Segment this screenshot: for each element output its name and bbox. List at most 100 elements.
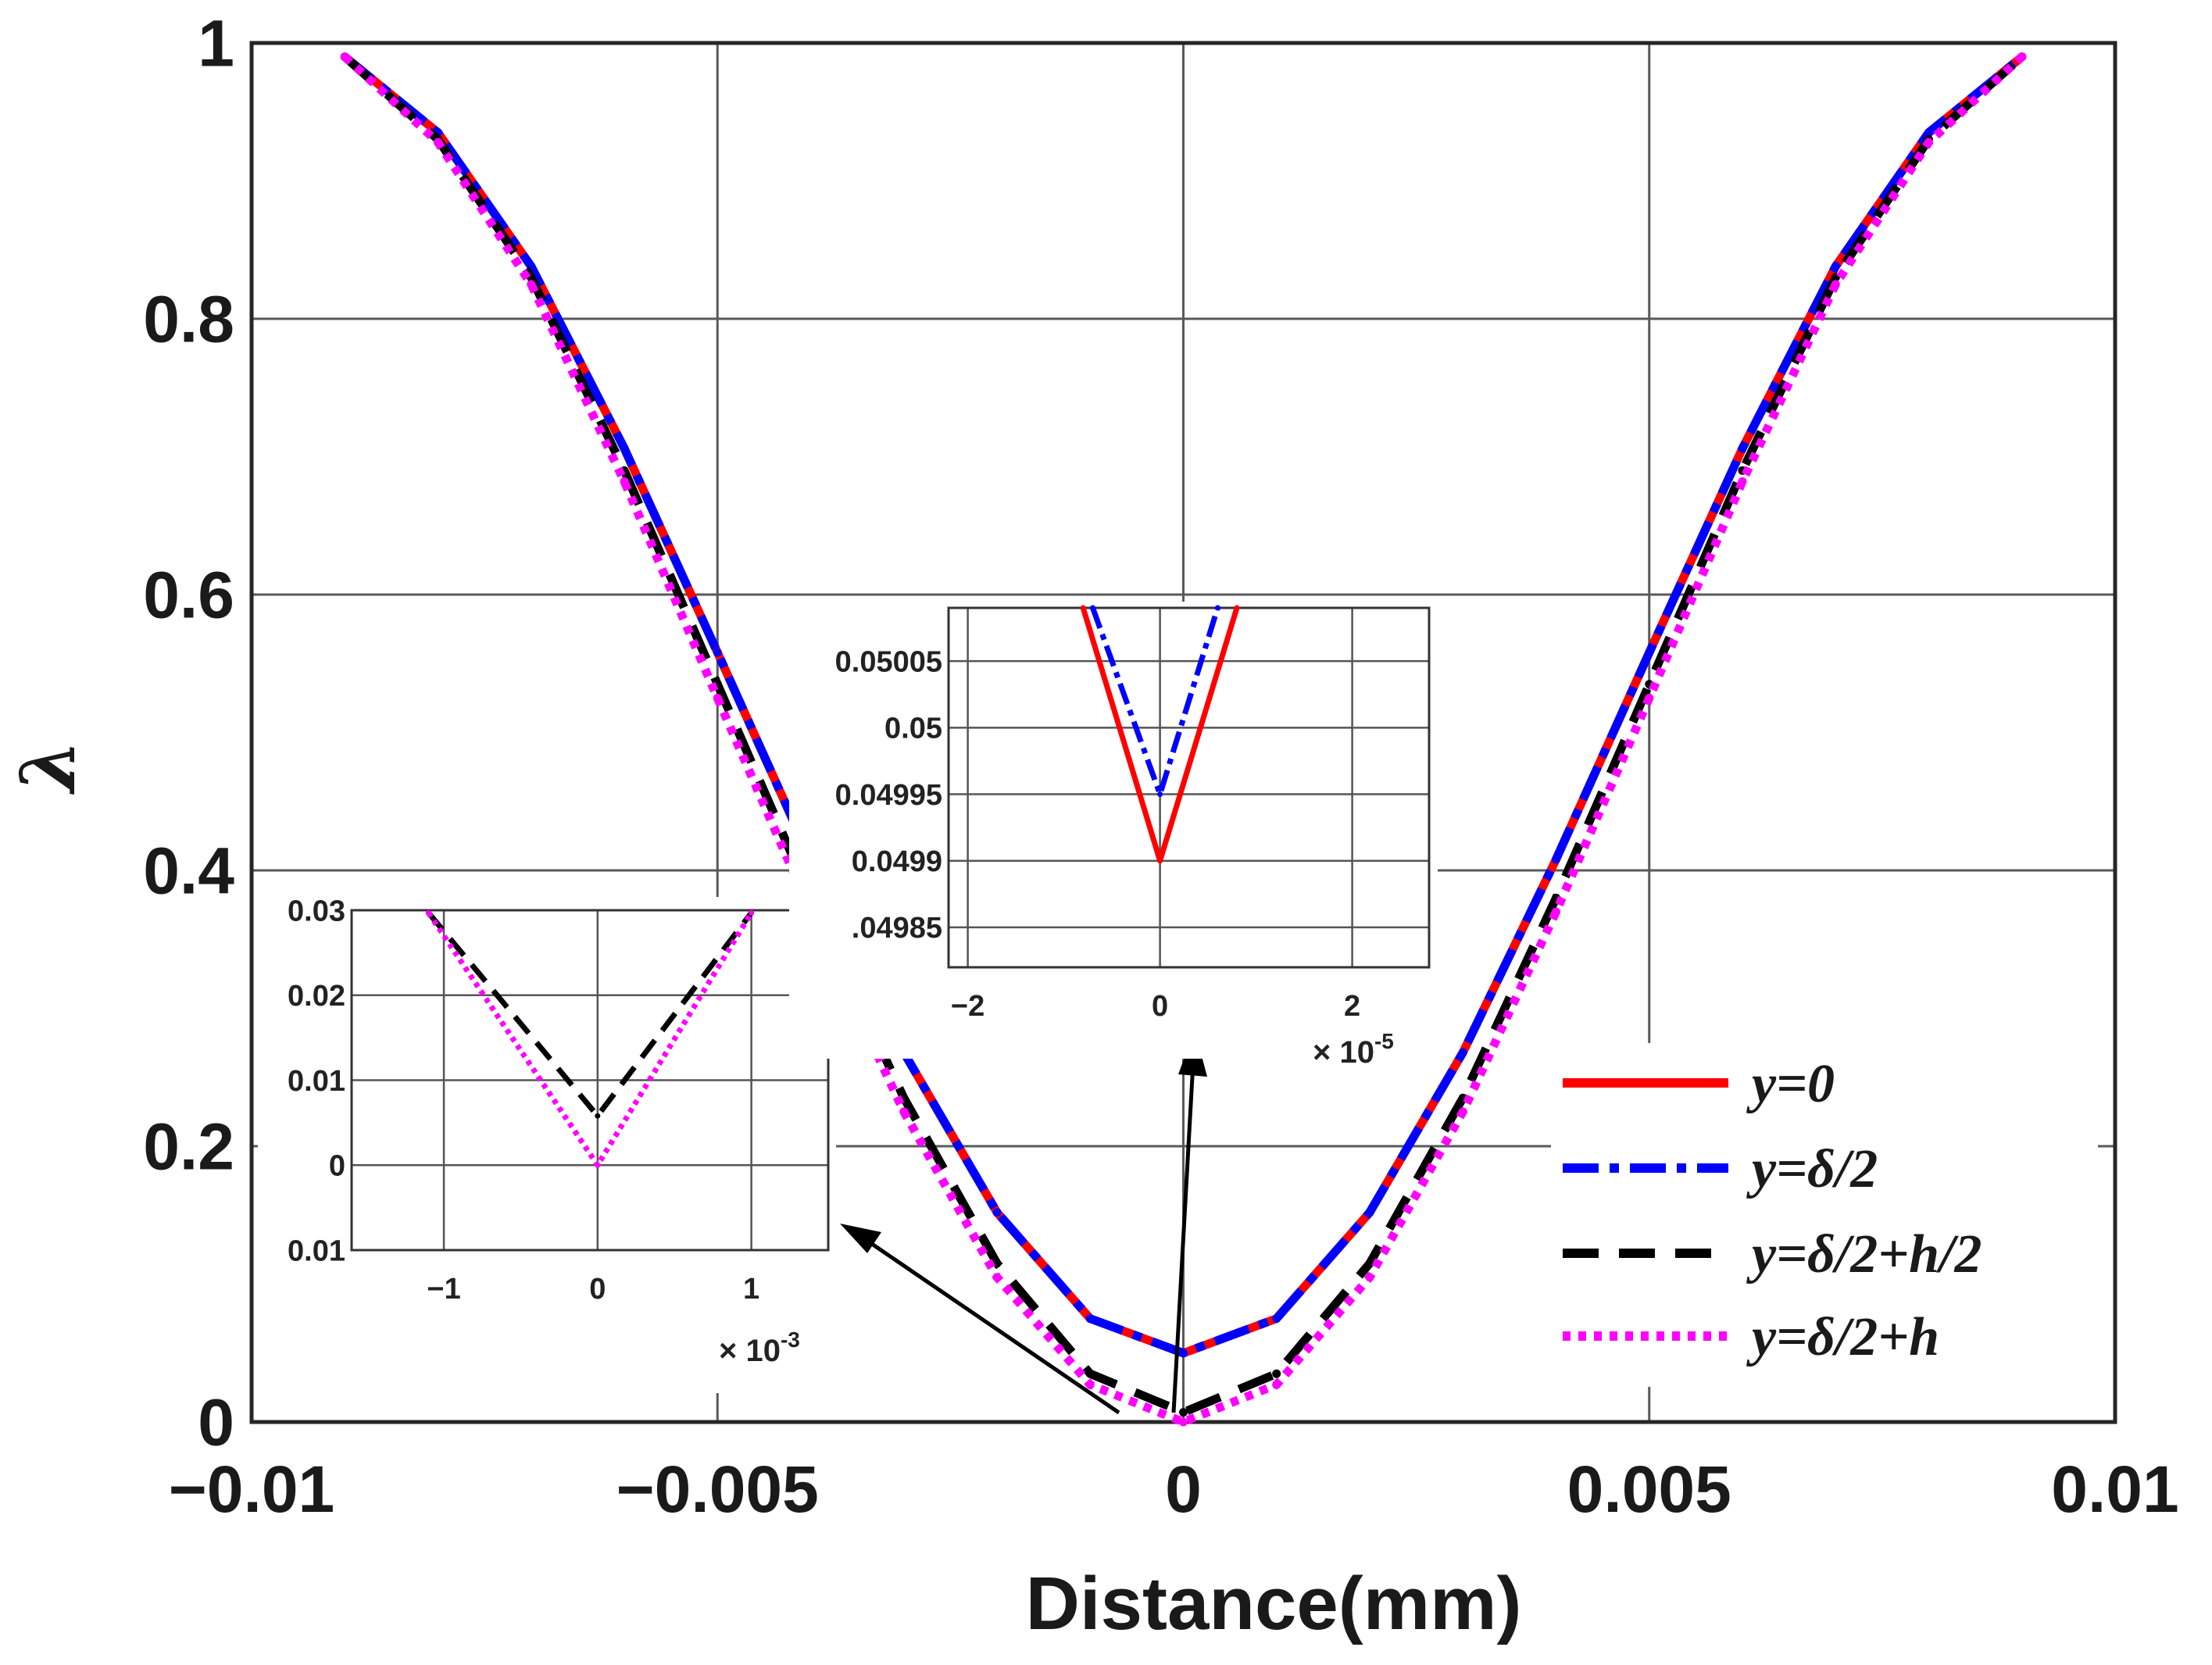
main-data-point	[899, 1107, 909, 1117]
inset-left-y-ticks: 0.01 0 0.01 0.02 0.03	[288, 895, 345, 1267]
inset-top-data-point	[1234, 605, 1240, 611]
main-y-tick-label: 0.8	[143, 282, 234, 356]
legend-label-ydelta2: y=δ/2	[1746, 1139, 1878, 1199]
inset-top-series-line-1	[1090, 606, 1220, 797]
main-data-point	[1645, 693, 1654, 702]
main-data-point	[992, 1208, 1002, 1217]
main-data-point	[434, 138, 442, 147]
inset-top-x-tick-label: 0	[1152, 990, 1168, 1023]
legend-entry: y=δ/2+h	[1563, 1307, 1939, 1367]
inset-left-data-point	[749, 909, 755, 916]
main-y-tick-label: 0.2	[143, 1109, 234, 1183]
inset-top-data-point	[1157, 791, 1163, 797]
main-data-point	[1831, 262, 1840, 271]
inset-top-y-ticks: .04985 0.0499 0.04995 0.05 0.05005	[835, 645, 942, 945]
inset-top: −2 0 2 .04985 0.0499 0.04995 0.05 0.05005 × 10…	[789, 602, 1438, 1070]
main-x-tick-label: 0	[1165, 1452, 1202, 1526]
main-x-tick-label: 0.01	[2051, 1452, 2179, 1526]
inset-left-x-ticks: −1 0 1	[427, 1273, 759, 1306]
inset-left-y-tick-label: 0.01	[288, 1234, 345, 1267]
inset-top-y-tick-label: 0.05005	[835, 645, 942, 678]
inset-left-data-point	[595, 1162, 601, 1168]
inset-top-x-tick-label: −2	[951, 990, 985, 1023]
inset-top-multiplier: × 10-5	[1313, 1029, 1394, 1070]
x-axis-label: Distance(mm)	[1026, 1562, 1522, 1645]
legend-entry: y=δ/2	[1563, 1139, 1878, 1199]
inset-top-data-point	[1157, 858, 1163, 864]
main-data-point	[527, 280, 536, 289]
inset-top-y-tick-label: 0.0499	[852, 845, 942, 878]
main-data-point	[1365, 1273, 1374, 1282]
main-y-tick-label: 0	[198, 1385, 234, 1459]
main-data-point	[1085, 1314, 1095, 1324]
main-data-point	[1179, 1408, 1188, 1417]
main-data-point	[1552, 907, 1560, 916]
inset-top-x-tick-label: 2	[1344, 990, 1360, 1023]
main-data-point	[1272, 1380, 1281, 1389]
inset-left: −1 0 1 0.01 0 0.01 0.02 0.03 × 10-3	[258, 895, 836, 1393]
main-data-point	[1831, 280, 1840, 289]
inset-left-multiplier: × 10-3	[719, 1327, 800, 1368]
main-data-point	[1458, 1107, 1467, 1117]
arrow-to-top-inset	[1171, 1062, 1195, 1413]
inset-left-y-tick-label: 0.01	[288, 1065, 345, 1098]
inset-top-x-ticks: −2 0 2	[951, 990, 1360, 1023]
legend-label-ydelta2-h: y=δ/2+h	[1746, 1307, 1939, 1367]
main-data-point	[1365, 1259, 1374, 1268]
legend-background	[1551, 1043, 2098, 1387]
inset-left-x-tick-label: −1	[427, 1273, 460, 1306]
inset-left-x-tick-label: 0	[589, 1273, 606, 1306]
arrow-to-left-inset	[866, 1238, 1120, 1415]
main-data-point	[620, 477, 629, 486]
main-x-tick-label: −0.005	[616, 1452, 819, 1526]
main-data-point	[1458, 1048, 1467, 1057]
main-data-point	[1924, 128, 1933, 138]
inset-top-data-point	[1214, 605, 1220, 611]
main-data-point	[620, 444, 629, 453]
main-y-tick-label: 0.6	[143, 558, 234, 631]
inset-left-x-tick-label: 1	[743, 1273, 759, 1306]
main-plot: −0.01 −0.005 0 0.005 0.01 0 0.2 0.4 0.6 0.8 1 Dis…	[4, 6, 2179, 1645]
inset-left-background	[258, 897, 836, 1393]
main-data-point	[1179, 1349, 1188, 1358]
inset-top-frame	[947, 606, 1431, 969]
main-data-point	[1085, 1369, 1095, 1378]
inset-left-frame	[350, 909, 830, 1252]
inset-top-y-tick-label: 0.04995	[835, 779, 942, 812]
main-data-point	[2017, 52, 2027, 62]
main-data-point	[1365, 1208, 1374, 1217]
inset-top-data-point	[1080, 605, 1086, 611]
legend-entry: y=δ/2+h/2	[1563, 1224, 1982, 1284]
inset-left-y-tick-label: 0.02	[288, 980, 345, 1013]
inset-top-background	[789, 602, 1438, 1059]
main-data-point	[1738, 477, 1747, 486]
legend-label-y0: y=0	[1746, 1054, 1835, 1114]
inset-left-series-line-0	[426, 911, 754, 1119]
legend: y=0 y=δ/2 y=δ/2+h/2 y=δ/2+h	[1551, 1043, 2098, 1387]
main-data-point	[1085, 1380, 1095, 1389]
main-x-tick-label: −0.01	[169, 1452, 335, 1526]
arrow-head-left	[840, 1224, 881, 1253]
main-data-point	[1924, 138, 1933, 147]
main-y-tick-label: 0.4	[143, 834, 234, 907]
main-x-tick-label: 0.005	[1567, 1452, 1731, 1526]
main-y-ticks: 0 0.2 0.4 0.6 0.8 1	[143, 6, 234, 1459]
main-data-point	[1179, 1417, 1188, 1427]
inset-top-y-tick-label: .04985	[852, 912, 942, 945]
main-data-point	[713, 648, 722, 657]
main-data-point	[1272, 1314, 1281, 1324]
inset-top-series	[1080, 605, 1240, 864]
inset-left-series	[425, 909, 755, 1168]
main-data-point	[340, 52, 349, 62]
inset-left-data-point	[595, 1113, 601, 1119]
main-y-tick-label: 1	[198, 6, 234, 80]
main-data-point	[1272, 1369, 1281, 1378]
y-axis-label: λ	[4, 739, 92, 795]
main-data-point	[1552, 855, 1560, 864]
inset-left-y-tick-label: 0	[329, 1150, 345, 1183]
inset-top-grid	[949, 608, 1429, 967]
inset-left-y-tick-label: 0.03	[288, 895, 345, 927]
legend-label-ydelta2-h2: y=δ/2+h/2	[1746, 1224, 1982, 1284]
main-data-point	[713, 693, 722, 702]
